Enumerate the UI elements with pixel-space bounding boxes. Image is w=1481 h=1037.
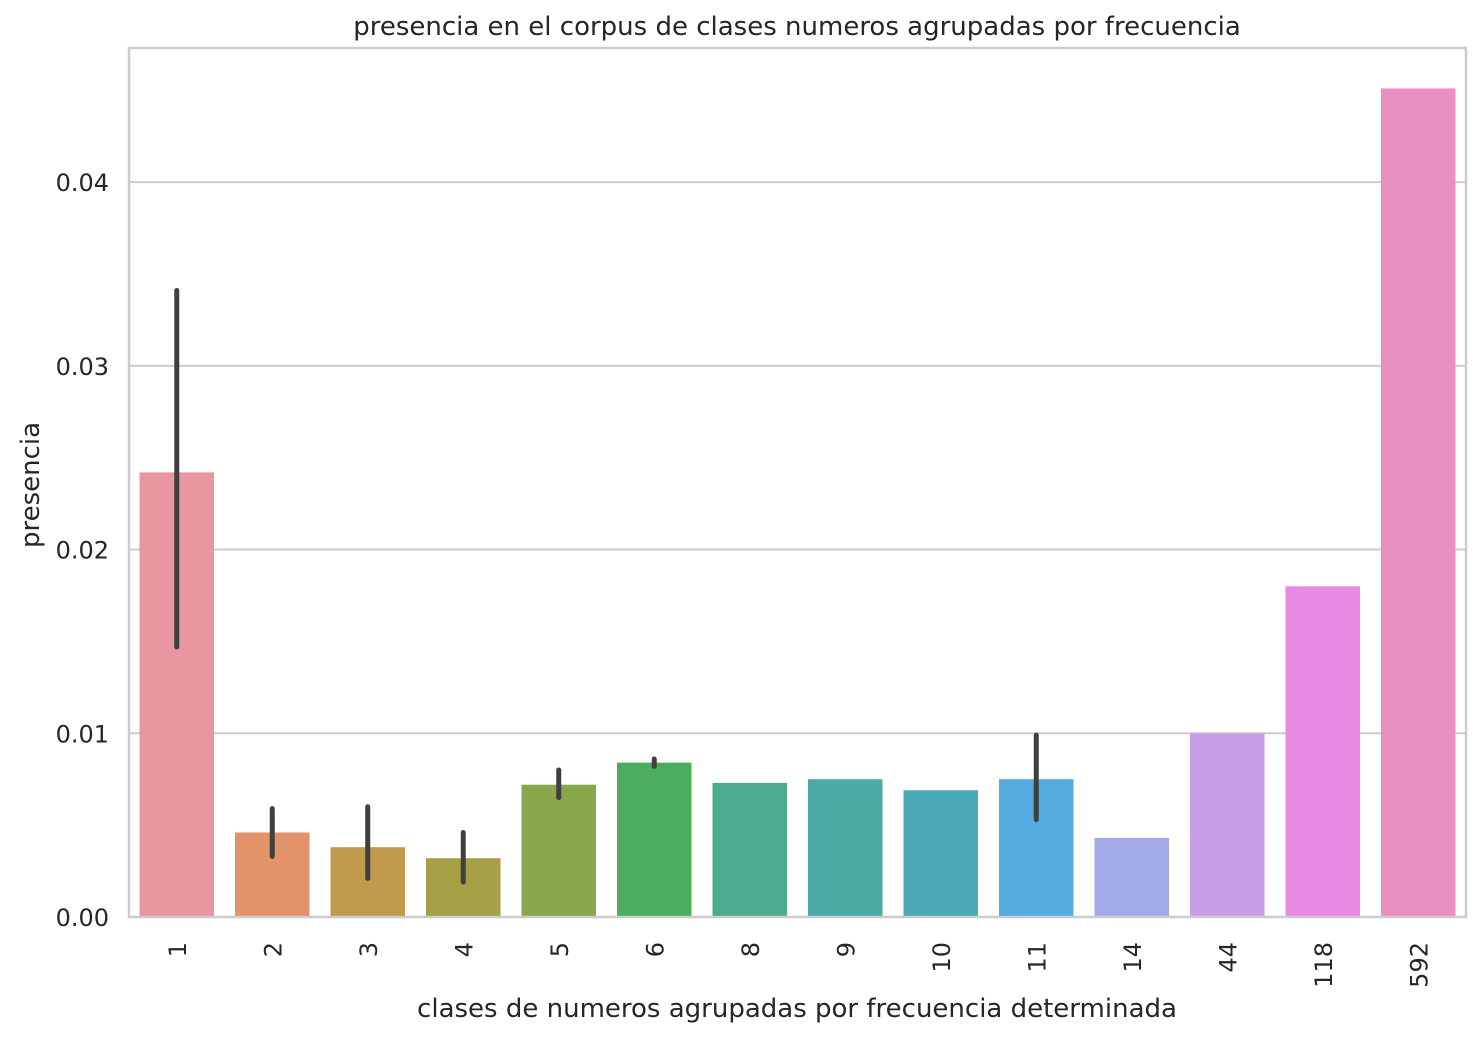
bar-10 — [903, 790, 978, 917]
x-tick-label: 2 — [259, 942, 287, 957]
x-tick-label: 1 — [164, 942, 192, 957]
y-gridlines — [129, 181, 1466, 735]
bar-6 — [617, 762, 692, 917]
bar-14 — [1094, 838, 1169, 917]
y-axis-label: presencia — [16, 422, 46, 548]
bar-592 — [1381, 88, 1456, 918]
bar-5 — [521, 784, 596, 917]
bar-44 — [1190, 733, 1265, 917]
x-tick-label: 3 — [355, 942, 383, 957]
plot-frame — [127, 46, 1468, 919]
x-tick-label: 592 — [1405, 942, 1433, 988]
error-bars — [174, 288, 1039, 885]
x-axis-label: clases de numeros agrupadas por frecuenc… — [417, 994, 1177, 1024]
y-tick-label: 0.00 — [56, 904, 109, 932]
y-tick-label: 0.01 — [56, 720, 109, 748]
bar-9 — [808, 779, 883, 917]
x-tick-label: 118 — [1310, 942, 1338, 988]
x-tick-label: 11 — [1023, 942, 1051, 973]
y-tick-labels: 0.00 0.01 0.02 0.03 0.04 — [56, 169, 109, 932]
x-tick-label: 44 — [1214, 942, 1242, 973]
x-tick-label: 4 — [450, 942, 478, 957]
x-tick-label: 6 — [641, 942, 669, 957]
x-tick-label: 10 — [928, 942, 956, 973]
x-tick-labels: 1 2 3 4 5 6 8 9 10 11 14 44 118 592 — [164, 942, 1434, 988]
y-tick-label: 0.03 — [56, 353, 109, 381]
bar-series — [139, 88, 1456, 918]
y-tick-label: 0.04 — [56, 169, 109, 197]
x-tick-label: 9 — [832, 942, 860, 957]
x-tick-label: 8 — [737, 942, 765, 957]
x-tick-label: 14 — [1119, 942, 1147, 973]
bar-118 — [1285, 586, 1360, 917]
chart-title: presencia en el corpus de clases numeros… — [353, 12, 1241, 42]
y-tick-label: 0.02 — [56, 537, 109, 565]
bar-8 — [712, 782, 787, 917]
x-tick-label: 5 — [546, 942, 574, 957]
